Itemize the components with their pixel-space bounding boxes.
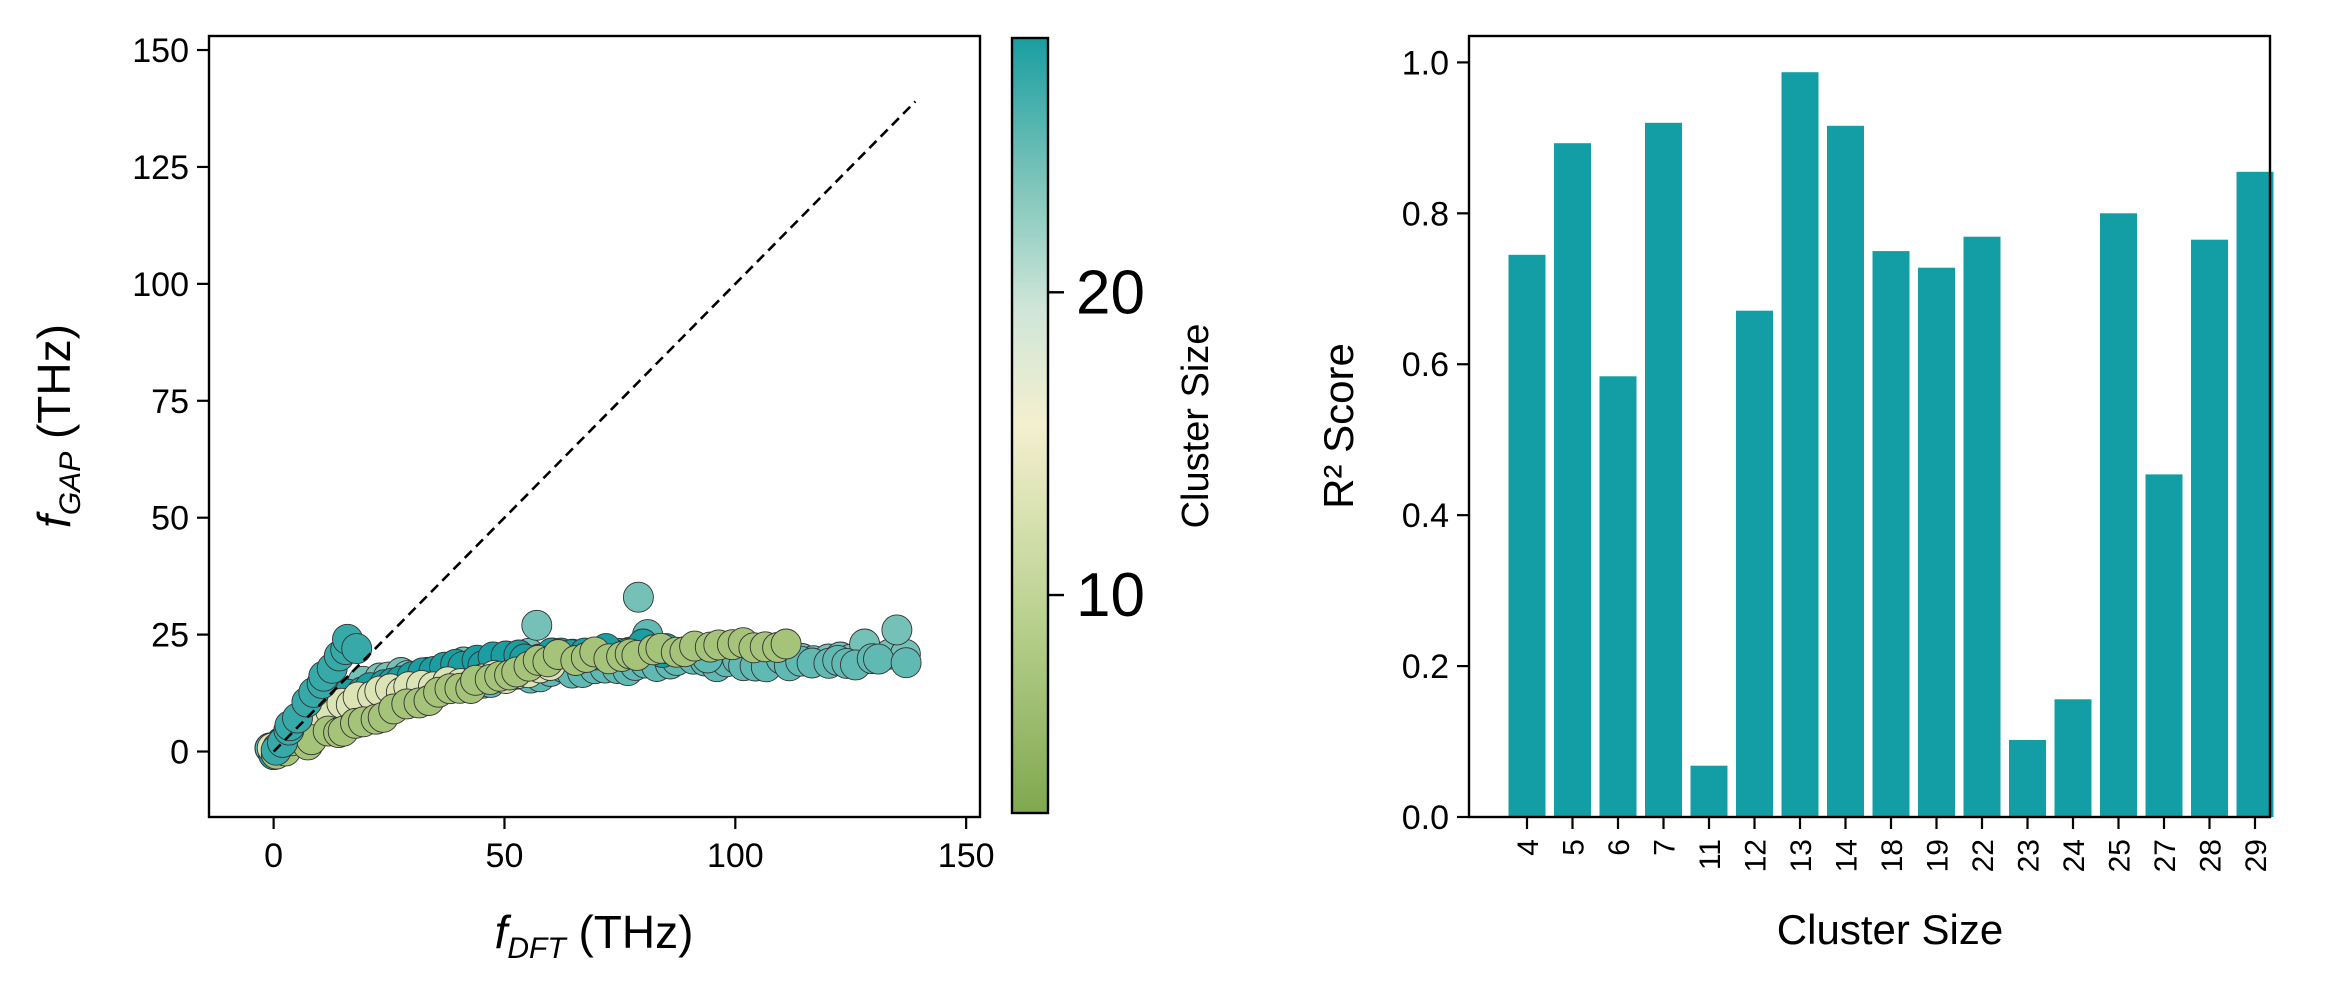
bar-24 bbox=[2054, 699, 2092, 817]
y-tick-label: 0.6 bbox=[1402, 346, 1449, 384]
y-tick-label: 50 bbox=[151, 500, 189, 538]
x-tick-label: 5 bbox=[1558, 839, 1591, 856]
y-tick-label: 100 bbox=[132, 266, 189, 304]
bar-y-axis-label: R² Score bbox=[1315, 343, 1362, 509]
y-tick-label: 25 bbox=[151, 617, 189, 655]
bar-29 bbox=[2236, 171, 2274, 818]
x-tick-label: 25 bbox=[2104, 839, 2137, 872]
bar-panel: 4 5 6 7 11 12 13 14 18 19 22 23 24 25 27 28 29 0.0 0.2 0.4… bbox=[1315, 34, 2274, 953]
x-tick-label: 14 bbox=[1831, 839, 1864, 872]
x-tick-label: 19 bbox=[1922, 839, 1955, 872]
x-tick-label: 4 bbox=[1512, 839, 1545, 856]
bar-x-ticks: 4 5 6 7 11 12 13 14 18 19 22 23 24 25 27 28 29 bbox=[1512, 817, 2273, 872]
x-tick-label: 100 bbox=[707, 837, 764, 875]
y-tick-label: 1.0 bbox=[1402, 44, 1449, 82]
bar-19 bbox=[1918, 267, 1955, 817]
y-tick-label: 75 bbox=[151, 383, 189, 421]
scatter-point bbox=[770, 628, 802, 660]
bar-4 bbox=[1508, 254, 1546, 818]
colorbar: 10 20 Cluster Size bbox=[1010, 36, 1217, 815]
x-tick-label: 24 bbox=[2058, 839, 2091, 872]
scatter-y-ticks: 0 25 50 75 100 125 150 bbox=[132, 32, 209, 772]
y-tick-label: 0.2 bbox=[1402, 648, 1449, 686]
bar-7 bbox=[1645, 122, 1682, 818]
x-tick-label: 29 bbox=[2240, 839, 2273, 872]
x-tick-label: 150 bbox=[938, 837, 995, 875]
scatter-point bbox=[622, 581, 654, 613]
bar-axes-frame bbox=[1467, 34, 2272, 819]
x-tick-label: 6 bbox=[1603, 839, 1636, 856]
y-tick-label: 0 bbox=[170, 734, 189, 772]
bar-12 bbox=[1736, 310, 1773, 817]
y-tick-label: 150 bbox=[132, 32, 189, 70]
scatter-y-axis-label: fGAP (THz) bbox=[28, 324, 87, 528]
series-cluster-size-27 bbox=[260, 623, 373, 766]
x-tick-label: 7 bbox=[1649, 839, 1682, 856]
bar-11 bbox=[1690, 765, 1728, 817]
scatter-axes-frame bbox=[207, 34, 982, 819]
x-tick-label: 27 bbox=[2149, 839, 2182, 872]
x-tick-label: 13 bbox=[1785, 839, 1818, 872]
scatter-point bbox=[521, 609, 553, 641]
y-tick-label: 0.0 bbox=[1402, 799, 1449, 837]
scatter-point bbox=[890, 647, 922, 679]
x-tick-label: 0 bbox=[264, 837, 283, 875]
x-tick-label: 18 bbox=[1876, 839, 1909, 872]
x-tick-label: 11 bbox=[1694, 839, 1727, 870]
bar-13 bbox=[1781, 72, 1819, 817]
colorbar-tick-label: 10 bbox=[1076, 561, 1145, 630]
bar-x-axis-label: Cluster Size bbox=[1777, 906, 2003, 953]
y-tick-label: 0.4 bbox=[1402, 497, 1449, 535]
identity-reference-line bbox=[272, 100, 917, 753]
scatter-panel: 0 50 100 150 0 25 50 75 100 125 150 fDFT (THz) fG… bbox=[28, 32, 995, 965]
colorbar-label: Cluster Size bbox=[1175, 324, 1217, 529]
x-tick-label: 22 bbox=[1967, 839, 2000, 872]
bar-27 bbox=[2145, 474, 2183, 817]
bar-5 bbox=[1554, 143, 1591, 817]
bar-6 bbox=[1599, 376, 1637, 817]
bar-23 bbox=[2009, 740, 2046, 817]
x-tick-label: 12 bbox=[1740, 839, 1773, 872]
x-tick-label: 23 bbox=[2013, 839, 2046, 872]
scatter-point bbox=[881, 614, 913, 646]
scatter-point bbox=[341, 633, 373, 665]
bar-22 bbox=[1963, 236, 2001, 817]
bar-18 bbox=[1872, 251, 1910, 818]
bar-14 bbox=[1827, 125, 1864, 818]
bar-28 bbox=[2191, 239, 2228, 817]
colorbar-ticks: 10 20 bbox=[1048, 258, 1145, 630]
series-cluster-size-7 bbox=[260, 627, 802, 770]
bars bbox=[1508, 72, 2274, 818]
scatter-point bbox=[863, 643, 894, 675]
scatter-x-axis-label: fDFT (THz) bbox=[495, 906, 694, 965]
bar-25 bbox=[2100, 213, 2137, 818]
scatter-x-ticks: 0 50 100 150 bbox=[264, 817, 995, 875]
colorbar-tick-label: 20 bbox=[1076, 258, 1145, 327]
x-tick-label: 28 bbox=[2195, 839, 2228, 872]
y-tick-label: 125 bbox=[132, 149, 189, 187]
x-tick-label: 50 bbox=[486, 837, 524, 875]
y-tick-label: 0.8 bbox=[1402, 195, 1449, 233]
bar-y-ticks: 0.0 0.2 0.4 0.6 0.8 1.0 bbox=[1402, 44, 1469, 837]
colorbar-gradient bbox=[1010, 36, 1050, 815]
scatter-points bbox=[254, 581, 922, 771]
